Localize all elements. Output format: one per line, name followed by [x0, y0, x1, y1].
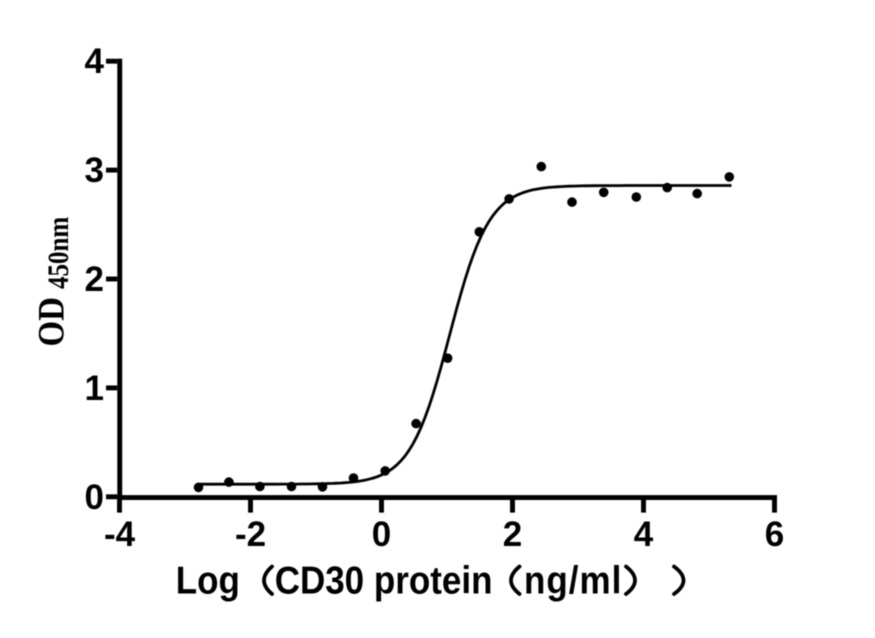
svg-text:ng/ml: ng/ml — [524, 559, 622, 602]
svg-text:OD: OD — [31, 297, 72, 346]
svg-text:450nm: 450nm — [42, 217, 74, 289]
svg-text:-4: -4 — [104, 515, 136, 554]
svg-text:-2: -2 — [235, 515, 266, 554]
svg-text:4: 4 — [85, 42, 105, 81]
svg-text:0: 0 — [85, 478, 104, 517]
svg-text:6: 6 — [765, 515, 784, 554]
svg-text:CD30 protein: CD30 protein — [275, 559, 493, 602]
svg-text:3: 3 — [85, 151, 104, 190]
svg-text:4: 4 — [634, 515, 654, 554]
svg-text:0: 0 — [372, 515, 391, 554]
svg-text:2: 2 — [503, 515, 522, 554]
svg-text:1: 1 — [85, 369, 104, 408]
svg-text:2: 2 — [85, 260, 104, 299]
svg-text:Log: Log — [176, 559, 240, 602]
